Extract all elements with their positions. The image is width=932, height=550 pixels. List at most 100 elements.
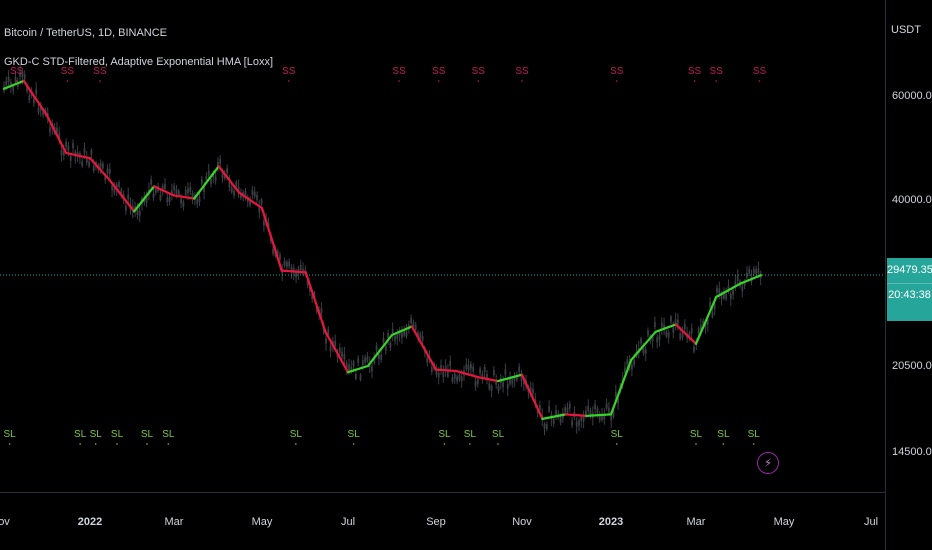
candle-body: [26, 86, 28, 92]
candle-body: [693, 346, 695, 352]
currency-label[interactable]: USDT: [891, 24, 921, 36]
x-tick-label: Jul: [863, 516, 879, 528]
price-axis-divider: [885, 0, 886, 550]
candle-body: [375, 345, 378, 351]
sl-signal: SL: [141, 429, 154, 440]
candle-body: [430, 367, 433, 373]
candle-body: [709, 301, 711, 307]
candle-body: [286, 262, 288, 268]
candle-body: [458, 374, 461, 380]
candle-body: [488, 383, 491, 389]
sl-signal-dot: [752, 443, 755, 445]
candle-body: [729, 293, 732, 299]
hma-segment: [280, 269, 307, 274]
candle-body: [359, 374, 362, 380]
candle-body: [598, 415, 601, 421]
candle-body: [614, 391, 617, 397]
candle-body: [529, 387, 532, 393]
candle-body: [589, 410, 592, 416]
hma-segment: [496, 373, 524, 383]
candle-body: [481, 373, 484, 379]
ss-signal-dot: [398, 80, 400, 82]
candle-body: [580, 416, 583, 422]
candle-body: [391, 328, 394, 334]
candle-body: [115, 184, 118, 190]
candle-body: [251, 190, 254, 196]
sl-signal: SL: [717, 429, 730, 440]
candle-body: [442, 372, 445, 378]
candle-body: [21, 72, 24, 78]
candle-body: [403, 330, 406, 336]
candle-body: [700, 325, 702, 331]
bar-countdown: 20:43:38: [887, 283, 932, 301]
candle-body: [182, 201, 185, 207]
candle-body: [727, 285, 730, 291]
candle-body: [612, 411, 615, 417]
hma-segment: [193, 165, 220, 200]
hma-segment: [477, 376, 500, 383]
candle-body: [364, 357, 366, 363]
candle-body: [7, 76, 10, 82]
candle-body: [490, 385, 493, 391]
candle-body: [173, 185, 176, 191]
candle-body: [191, 193, 194, 199]
candle-body: [189, 186, 192, 192]
sl-signal: SL: [464, 429, 477, 440]
lightning-icon[interactable]: ⚡: [757, 452, 779, 474]
y-tick-label: 20500.00: [892, 360, 932, 372]
hma-segment: [434, 368, 457, 373]
hma-segment: [715, 282, 742, 299]
hma-segment: [64, 151, 92, 160]
candle-body: [67, 145, 70, 151]
candle-body: [449, 360, 452, 366]
candle-body: [520, 376, 523, 382]
symbol-title[interactable]: Bitcoin / TetherUS, 1D, BINANCE: [4, 27, 168, 39]
indicator-title[interactable]: GKD-C STD-Filtered, Adaptive Exponential…: [4, 56, 273, 68]
x-tick-label: May: [251, 516, 273, 528]
candle-body: [564, 407, 567, 413]
candle-body: [681, 332, 684, 338]
candle-body: [697, 328, 700, 334]
ss-signal-dot: [15, 80, 18, 82]
candle-body: [56, 127, 58, 133]
candle-body: [755, 269, 757, 275]
candle-body: [522, 379, 525, 385]
candle-body: [663, 324, 665, 330]
candle-body: [387, 333, 389, 339]
candle-body: [401, 332, 403, 338]
candle-body: [65, 141, 67, 147]
candle-body: [12, 85, 15, 91]
candle-body: [260, 199, 263, 205]
hma-segment: [45, 113, 68, 154]
ss-signal-dot: [715, 80, 717, 82]
candle-body: [378, 353, 380, 359]
candle-body: [279, 254, 281, 260]
hma-segment: [108, 179, 136, 213]
candle-body: [410, 318, 412, 324]
candle-body: [575, 421, 578, 427]
x-tick-label: Sep: [426, 516, 446, 528]
candle-body: [665, 331, 668, 337]
candle-body: [414, 324, 417, 330]
candle-body: [720, 293, 723, 299]
candle-body: [725, 293, 728, 299]
ss-signal: SS: [392, 66, 406, 77]
candle-body: [380, 354, 383, 360]
candle-body: [198, 197, 201, 203]
candle-body: [373, 358, 376, 364]
candle-body: [35, 89, 38, 95]
candle-body: [704, 322, 707, 328]
candle-body: [235, 181, 238, 187]
candle-body: [83, 148, 86, 154]
candle-body: [58, 132, 61, 138]
candle-body: [504, 369, 507, 375]
candle-body: [5, 80, 8, 86]
candle-body: [306, 280, 309, 286]
candle-body: [258, 206, 261, 212]
sl-signals-layer: SL SL SL SL SL SL SL SL SL SL SL SL SL SL SL: [4, 429, 760, 445]
candle-body: [171, 190, 173, 196]
candle-body: [253, 191, 256, 197]
ss-signal: SS: [515, 66, 529, 77]
time-axis-divider: [0, 492, 885, 493]
